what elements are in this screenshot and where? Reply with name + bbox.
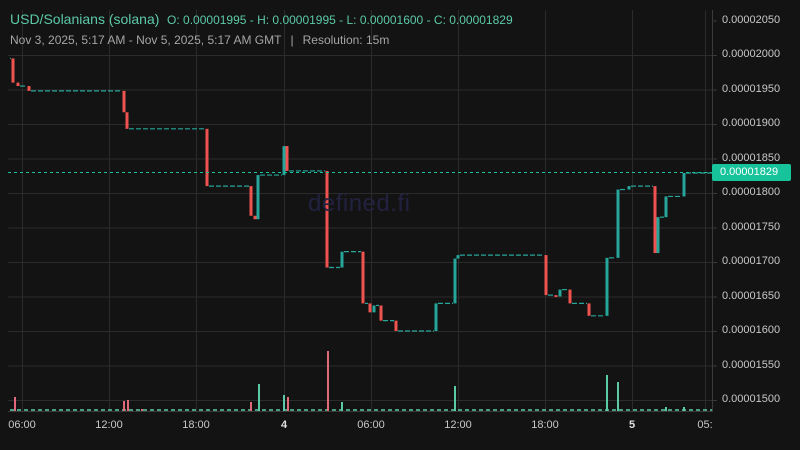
price-tick-label: 0.00001950: [722, 82, 781, 95]
candle-down: [379, 305, 383, 321]
price-tick-label: 0.00002000: [722, 48, 781, 60]
volume-bar: [258, 384, 260, 411]
volume-bar: [283, 395, 285, 411]
candle-up: [627, 186, 631, 190]
candle-down: [568, 289, 572, 304]
price-tick-label: 0.00001500: [722, 393, 781, 405]
volume-bar: [327, 351, 329, 411]
watermark: defined.fi: [308, 190, 411, 217]
price-tick-label: 0.00001550: [722, 358, 781, 371]
candle-down: [27, 86, 31, 91]
price-tick-label: 0.00001850: [722, 151, 781, 164]
volume-bar: [683, 407, 685, 411]
volume-bar: [617, 382, 619, 411]
volume-bar: [665, 407, 667, 411]
candle-down: [11, 58, 15, 83]
date-range: Nov 3, 2025, 5:17 AM - Nov 5, 2025, 5:17…: [10, 33, 282, 47]
time-tick-label: 4: [280, 419, 288, 431]
candle-down: [249, 186, 253, 216]
candle-down: [205, 128, 209, 187]
time-tick-label: 12:00: [444, 419, 472, 431]
candle-down: [544, 255, 548, 296]
time-tick-label: 12:00: [95, 419, 123, 431]
ohlc-values: O: 0.00001995 - H: 0.00001995 - L: 0.000…: [167, 13, 513, 27]
candle-up: [664, 196, 668, 218]
time-tick-label: 06:00: [357, 419, 385, 431]
candle-up: [282, 146, 286, 176]
volume-bars: [10, 351, 712, 411]
candle-up: [456, 255, 460, 259]
time-tick-label: 5: [628, 419, 636, 431]
volume-bar: [14, 397, 16, 411]
candle-up: [256, 175, 260, 220]
separator: |: [290, 33, 294, 47]
volume-bar: [123, 401, 125, 411]
resolution: Resolution: 15m: [302, 33, 390, 47]
candle-up: [434, 303, 438, 331]
volume-bar: [341, 402, 343, 411]
volume-bar: [141, 409, 143, 411]
time-tick-label: 18:00: [531, 419, 559, 431]
time-tick-label: 05:: [697, 419, 713, 431]
price-tick-label: 0.00001600: [722, 324, 781, 336]
chart-grid: [8, 10, 717, 411]
volume-bar: [127, 400, 129, 411]
candle-down: [554, 295, 558, 298]
candle-down: [394, 320, 398, 331]
time-tick-label: 06:00: [8, 419, 36, 431]
candle-down: [122, 90, 126, 113]
candle-up: [616, 189, 620, 258]
candle-down: [285, 146, 289, 171]
price-flat-segments: [10, 57, 712, 332]
volume-bar: [454, 386, 456, 411]
candle-up: [558, 289, 562, 297]
price-tick-label: 0.00001650: [722, 289, 781, 302]
price-tick-label: 0.00001800: [722, 186, 781, 198]
candle-down: [368, 303, 372, 313]
candle-up: [453, 258, 457, 304]
chart-header: USD/Solanians (solana) O: 0.00001995 - H…: [10, 11, 513, 28]
price-tick-label: 0.00001900: [722, 117, 781, 129]
candle-down: [653, 186, 657, 254]
current-price-tag: 0.00001829: [712, 164, 791, 181]
volume-bar: [606, 375, 608, 411]
candle-down: [325, 170, 329, 268]
candle-down: [16, 82, 20, 87]
candle-down: [253, 215, 257, 220]
candle-down: [125, 112, 129, 129]
time-tick-label: 18:00: [182, 419, 210, 431]
chart-subheader: Nov 3, 2025, 5:17 AM - Nov 5, 2025, 5:17…: [10, 33, 389, 47]
candle-down: [587, 303, 591, 316]
candle-up: [682, 172, 686, 197]
candle-up: [340, 251, 344, 268]
price-tick-label: 0.00001750: [722, 220, 781, 233]
candlesticks: [11, 58, 686, 331]
candle-up: [372, 305, 376, 313]
price-tick-label: 0.00001700: [722, 255, 781, 267]
symbol-title: USD/Solanians (solana): [10, 11, 160, 27]
candle-up: [656, 217, 660, 254]
price-tick-label: 0.00002050: [722, 13, 781, 26]
volume-bar: [250, 402, 252, 411]
volume-bar: [287, 397, 289, 411]
candle-down: [361, 251, 365, 304]
candle-up: [605, 257, 609, 316]
